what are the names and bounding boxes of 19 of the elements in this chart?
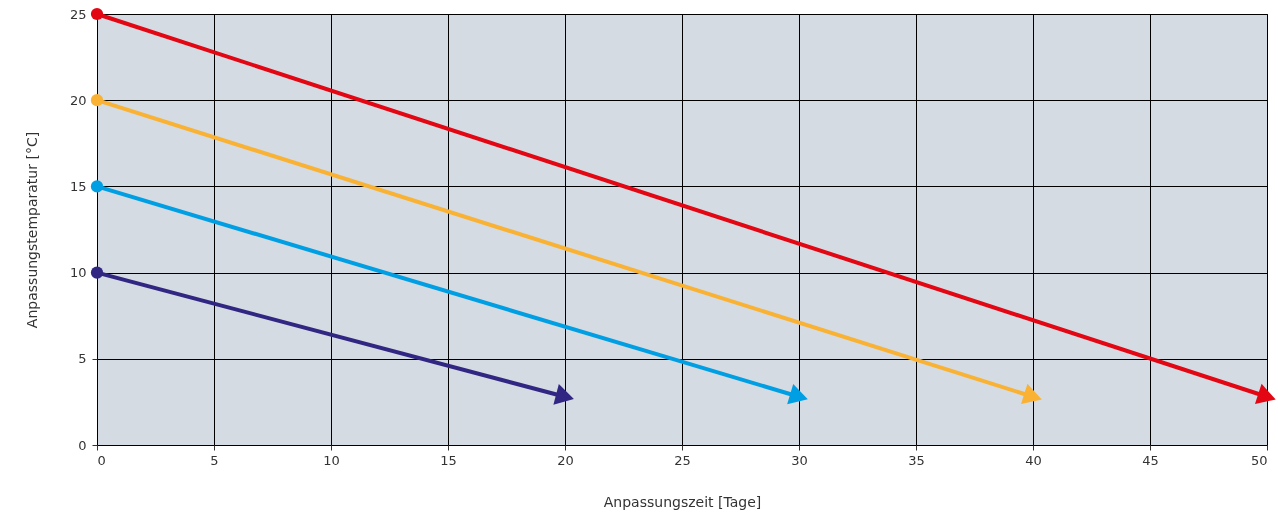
x-tick-label: 15 <box>440 452 457 468</box>
x-tick-label: 0 <box>97 452 106 468</box>
y-tick-label: 15 <box>69 178 87 194</box>
x-tick-label: 50 <box>1250 452 1268 468</box>
x-tick-label: 20 <box>557 452 574 468</box>
y-tick-label: 5 <box>78 351 87 367</box>
y-tick-label: 25 <box>69 6 87 22</box>
y-tick-label: 0 <box>78 437 87 453</box>
x-tick-label: 30 <box>791 452 808 468</box>
y-tick-label: 10 <box>69 265 87 281</box>
y-axis-title: Anpassungstemparatur [°C] <box>23 131 40 329</box>
x-tick-label: 40 <box>1025 452 1042 468</box>
y-tick-label: 20 <box>69 92 87 108</box>
x-tick-label: 5 <box>210 452 219 468</box>
x-tick-label: 45 <box>1142 452 1159 468</box>
x-tick-label: 25 <box>674 452 691 468</box>
x-tick-label: 35 <box>908 452 925 468</box>
x-tick-label: 10 <box>323 452 340 468</box>
x-axis-title: Anpassungszeit [Tage] <box>603 493 762 510</box>
